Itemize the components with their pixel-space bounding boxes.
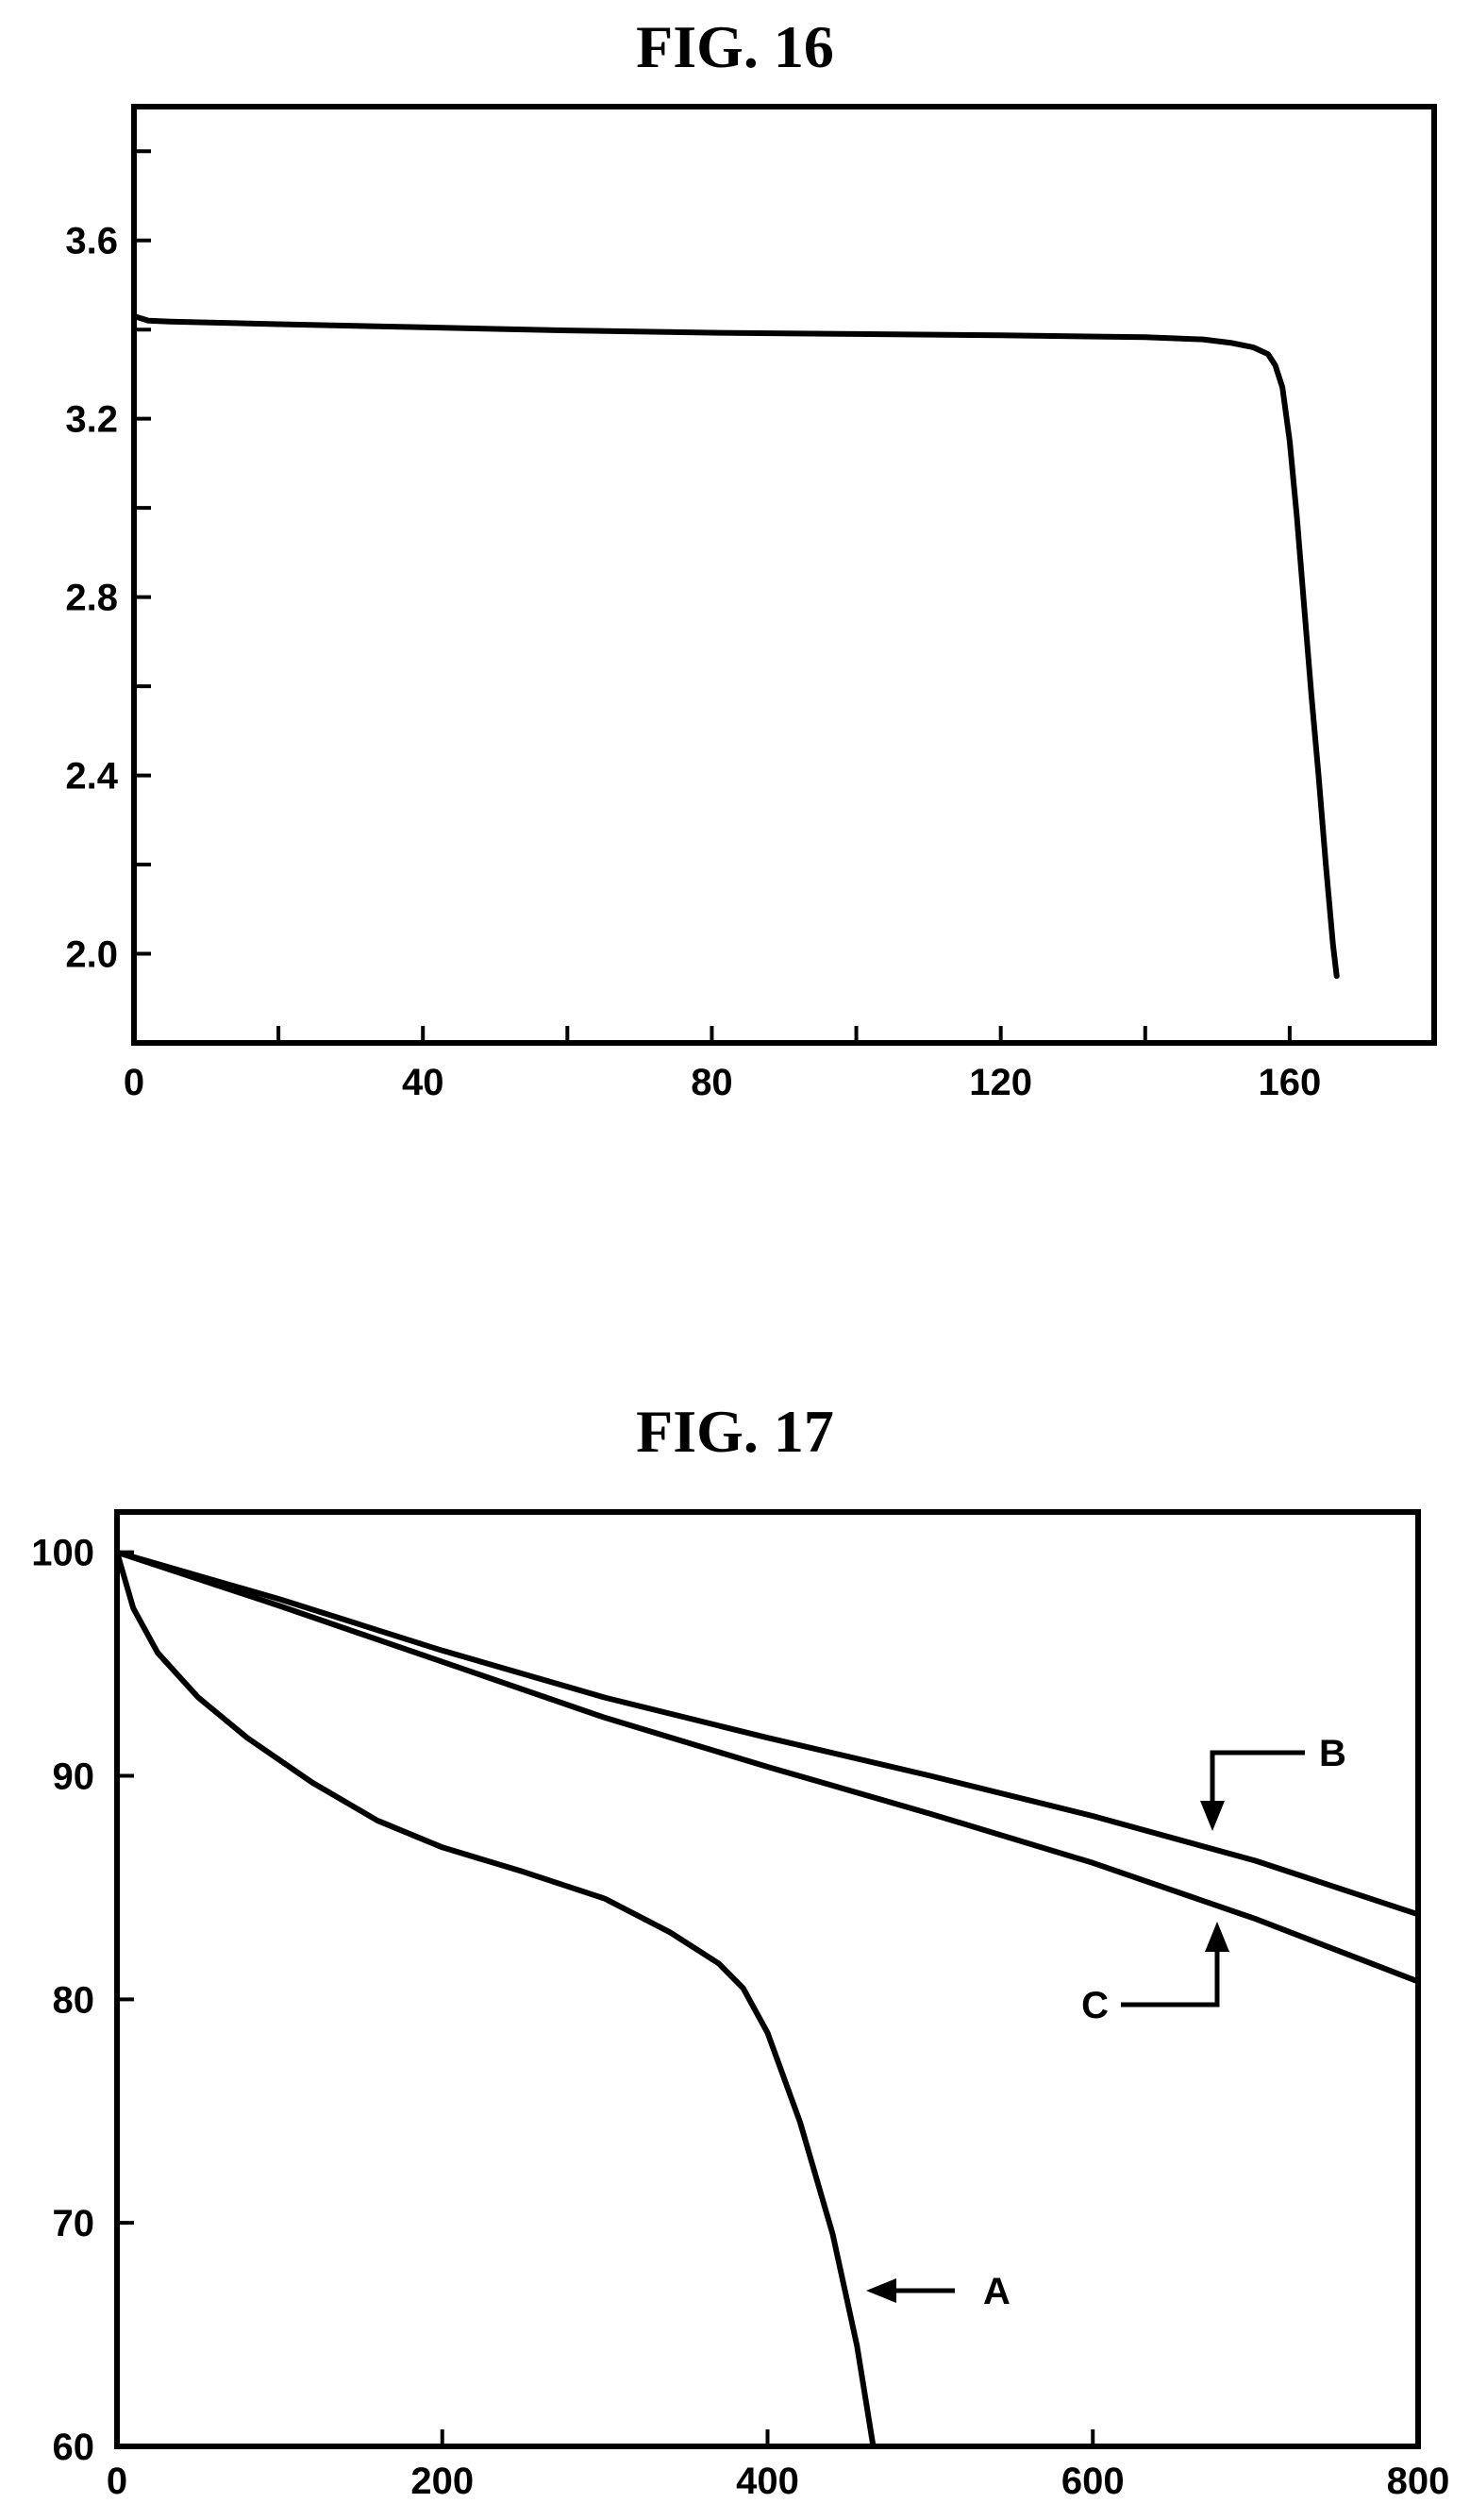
- annotation-a-label: A: [983, 2271, 1011, 2312]
- x-tick-label: 400: [736, 2461, 799, 2502]
- y-tick-label: 60: [53, 2427, 95, 2468]
- x-tick-label: 40: [402, 1062, 444, 1103]
- x-tick-label: 0: [107, 2461, 127, 2502]
- series-line-a: [114, 1549, 877, 2449]
- annotation-c-label: C: [1081, 1985, 1109, 2026]
- annotation-c-arrowhead: [1205, 1922, 1229, 1952]
- annotation-b-line: [1210, 1750, 1305, 1805]
- plot-frame: [114, 1509, 1421, 2449]
- x-tick-label: 0: [124, 1062, 144, 1103]
- voltage-curve: [131, 313, 1340, 980]
- annotation-a-arrowhead: [866, 2278, 896, 2303]
- figure-16-title: FIG. 16: [636, 13, 834, 80]
- y-tick-label: 100: [31, 1533, 94, 1574]
- y-tick-label: 2.8: [65, 578, 118, 619]
- chart-fig-16: 0 40 80 120 160 2.0 2.4 2.8 3.2 3.6: [65, 104, 1437, 1103]
- series-line-c: [114, 1549, 1421, 1985]
- y-tick-label: 90: [53, 1756, 95, 1797]
- x-tick-label: 200: [410, 2461, 474, 2502]
- annotation-b-label: B: [1319, 1733, 1346, 1774]
- y-tick-label: 2.4: [65, 756, 118, 798]
- x-tick-label: 600: [1061, 2461, 1125, 2502]
- figure-17-title: FIG. 17: [636, 1398, 834, 1465]
- annotation-b-arrowhead: [1200, 1801, 1225, 1831]
- y-tick-label: 3.6: [65, 221, 118, 262]
- annotation-c-line: [1121, 1948, 1220, 2008]
- x-tick-label: 120: [969, 1062, 1032, 1103]
- x-tick-label: 160: [1259, 1062, 1322, 1103]
- x-tick-label: 800: [1387, 2461, 1450, 2502]
- series-line-b: [114, 1549, 1421, 1918]
- y-tick-label: 80: [53, 1979, 95, 2021]
- y-tick-label: 2.0: [65, 934, 118, 976]
- y-tick-label: 70: [53, 2203, 95, 2244]
- y-tick-label: 3.2: [65, 399, 118, 441]
- plot-frame: [131, 104, 1437, 1046]
- x-tick-label: 80: [691, 1062, 733, 1103]
